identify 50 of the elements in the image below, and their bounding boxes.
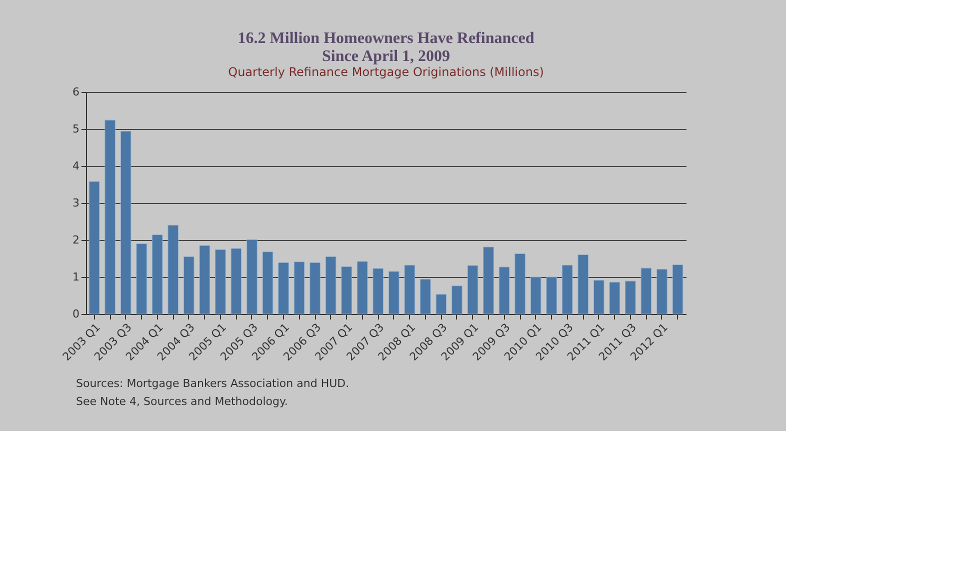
bar [420,278,431,314]
bar [120,130,132,314]
bar [372,268,384,314]
bar [356,261,368,314]
bar [609,282,620,314]
bar [88,181,100,314]
bar [136,243,147,314]
bar [467,265,478,314]
bar [199,245,210,314]
bar [562,264,573,314]
bar [530,276,542,314]
bar [452,286,462,314]
y-tick-label: 4 [72,160,80,172]
bar [578,254,588,314]
bar [672,264,684,314]
chart-subtitle: Quarterly Refinance Mortgage Originations (Millions) [228,65,544,79]
y-tick-label: 6 [72,86,80,98]
bar [262,252,274,314]
bar [215,249,226,314]
bar [278,262,289,314]
bar [546,276,557,314]
bar [310,262,320,314]
bar [498,266,510,314]
bar [294,262,305,314]
bar [404,264,416,314]
bar [514,253,526,314]
source-note: Sources: Mortgage Bankers Association and HUD. [76,377,350,390]
bar [388,271,400,314]
y-tick-label: 2 [72,234,80,246]
bar [594,280,604,314]
bar [168,224,178,314]
bar [483,246,494,314]
y-tick-label: 3 [72,196,80,210]
bar [325,256,336,314]
bar [246,239,258,314]
bar [341,266,352,314]
bar [656,268,668,314]
bar [625,280,636,314]
text: 16.2 Million Homeowners Have Refinanced [238,30,534,47]
bar [230,248,242,314]
text: See Note 4, Sources and Methodology. [76,395,288,408]
bar [184,256,194,314]
bar [436,294,447,314]
y-tick-label: 1 [72,270,80,284]
bar [640,268,652,314]
bar [104,120,116,314]
y-tick-label: 0 [72,308,80,320]
y-tick-label: 5 [72,122,80,136]
text: Since April 1, 2009 [322,48,450,65]
bar [152,234,163,314]
